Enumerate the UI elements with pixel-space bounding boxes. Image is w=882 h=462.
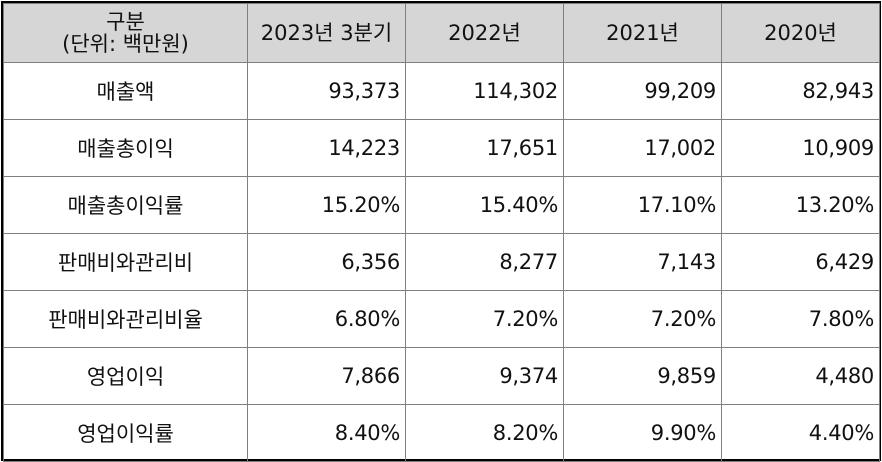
table-cell: 7,866 bbox=[247, 347, 406, 405]
table-row: 매출총이익률 15.20% 15.40% 17.10% 13.20% bbox=[3, 176, 880, 234]
header-category-label: 구분 bbox=[106, 10, 145, 34]
table-cell: 93,373 bbox=[247, 62, 406, 120]
row-label: 매출총이익 bbox=[3, 119, 248, 177]
table-cell: 4.40% bbox=[721, 404, 880, 462]
header-row: 구분 (단위: 백만원) 2023년 3분기 2022년 2021년 2020년 bbox=[3, 3, 880, 63]
table-cell: 7.80% bbox=[721, 290, 880, 348]
table-cell: 82,943 bbox=[721, 62, 880, 120]
table-row: 영업이익 7,866 9,374 9,859 4,480 bbox=[3, 347, 880, 405]
table-cell: 99,209 bbox=[563, 62, 722, 120]
table-cell: 13.20% bbox=[721, 176, 880, 234]
table-cell: 8.20% bbox=[405, 404, 564, 462]
header-period-2020: 2020년 bbox=[721, 3, 880, 63]
table-cell: 15.20% bbox=[247, 176, 406, 234]
table-cell: 4,480 bbox=[721, 347, 880, 405]
table-cell: 9,374 bbox=[405, 347, 564, 405]
table-row: 판매비와관리비 6,356 8,277 7,143 6,429 bbox=[3, 233, 880, 291]
table-cell: 7.20% bbox=[405, 290, 564, 348]
table-cell: 6,429 bbox=[721, 233, 880, 291]
table-cell: 14,223 bbox=[247, 119, 406, 177]
table-cell: 17,002 bbox=[563, 119, 722, 177]
table-cell: 7,143 bbox=[563, 233, 722, 291]
table-cell: 17.10% bbox=[563, 176, 722, 234]
table-cell: 10,909 bbox=[721, 119, 880, 177]
row-label: 판매비와관리비 bbox=[3, 233, 248, 291]
row-label: 영업이익률 bbox=[3, 404, 248, 462]
row-label: 영업이익 bbox=[3, 347, 248, 405]
table-cell: 6.80% bbox=[247, 290, 406, 348]
row-label: 매출액 bbox=[3, 62, 248, 120]
table-cell: 8,277 bbox=[405, 233, 564, 291]
header-period-2022: 2022년 bbox=[405, 3, 564, 63]
header-unit-label: (단위: 백만원) bbox=[62, 32, 189, 56]
table-cell: 7.20% bbox=[563, 290, 722, 348]
financial-summary-table: 구분 (단위: 백만원) 2023년 3분기 2022년 2021년 2020년… bbox=[3, 3, 880, 462]
table-cell: 15.40% bbox=[405, 176, 564, 234]
table-cell: 8.40% bbox=[247, 404, 406, 462]
header-period-2023q3: 2023년 3분기 bbox=[247, 3, 406, 63]
table-row: 매출총이익 14,223 17,651 17,002 10,909 bbox=[3, 119, 880, 177]
table-row: 판매비와관리비율 6.80% 7.20% 7.20% 7.80% bbox=[3, 290, 880, 348]
table-cell: 9,859 bbox=[563, 347, 722, 405]
table-row: 매출액 93,373 114,302 99,209 82,943 bbox=[3, 62, 880, 120]
table-cell: 6,356 bbox=[247, 233, 406, 291]
table-row: 영업이익률 8.40% 8.20% 9.90% 4.40% bbox=[3, 404, 880, 462]
table-cell: 114,302 bbox=[405, 62, 564, 120]
row-label: 매출총이익률 bbox=[3, 176, 248, 234]
header-category-cell: 구분 (단위: 백만원) bbox=[3, 3, 248, 63]
row-label: 판매비와관리비율 bbox=[3, 290, 248, 348]
table-cell: 9.90% bbox=[563, 404, 722, 462]
table-cell: 17,651 bbox=[405, 119, 564, 177]
header-period-2021: 2021년 bbox=[563, 3, 722, 63]
